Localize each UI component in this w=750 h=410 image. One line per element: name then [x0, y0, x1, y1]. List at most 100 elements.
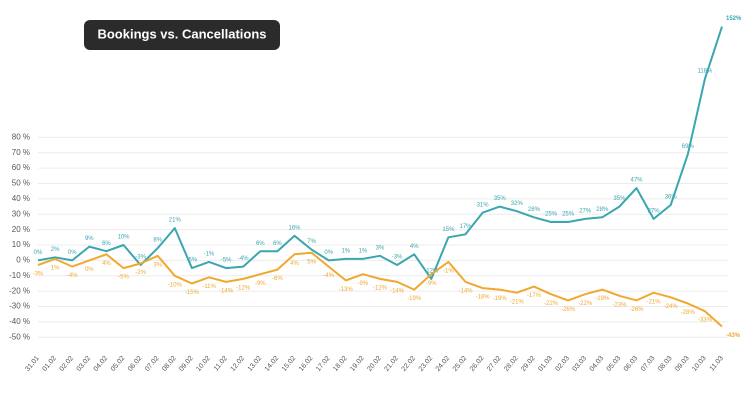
- y-tick-label: -50 %: [9, 332, 30, 341]
- data-label: -17%: [527, 293, 542, 299]
- x-tick-label: 09.03: [674, 355, 691, 373]
- data-label: 4%: [410, 244, 419, 250]
- data-label: -24%: [664, 304, 679, 310]
- data-label: -13%: [339, 287, 354, 293]
- data-label: -4%: [238, 256, 249, 262]
- data-label: 16%: [288, 225, 301, 231]
- x-tick-label: 23.02: [418, 355, 435, 373]
- x-tick-label: 27.02: [486, 355, 503, 373]
- x-tick-label: 05.02: [110, 355, 127, 373]
- x-tick-label: 08.02: [161, 355, 178, 373]
- x-tick-label: 01.02: [41, 355, 58, 373]
- x-tick-label: 01.03: [537, 355, 554, 373]
- data-label: 1%: [341, 248, 350, 254]
- data-label: -43%: [726, 333, 741, 339]
- x-tick-label: 26.02: [469, 355, 486, 373]
- x-tick-label: 22.02: [401, 355, 418, 373]
- data-label: 69%: [682, 144, 695, 150]
- data-label: -3%: [135, 255, 146, 261]
- data-label: 1%: [51, 265, 60, 271]
- x-tick-label: 11.03: [709, 355, 725, 373]
- data-label: 0%: [85, 267, 94, 273]
- data-label: 17%: [459, 224, 472, 230]
- x-tick-label: 13.02: [247, 355, 264, 373]
- y-tick-label: 30 %: [12, 209, 30, 218]
- x-tick-label: 11.02: [213, 355, 229, 373]
- data-label: -33%: [698, 318, 713, 324]
- x-tick-label: 03.03: [572, 355, 589, 373]
- data-label: -1%: [204, 252, 215, 258]
- data-label: 35%: [613, 196, 626, 202]
- x-tick-label: 14.02: [264, 355, 281, 373]
- data-label: -2%: [135, 270, 146, 276]
- data-label: -28%: [681, 310, 696, 316]
- data-label: -22%: [544, 301, 559, 307]
- data-label: 25%: [562, 212, 575, 218]
- data-label: -23%: [612, 302, 627, 308]
- x-tick-label: 04.03: [589, 355, 606, 373]
- data-label: -5%: [118, 275, 129, 281]
- y-tick-label: 60 %: [12, 163, 30, 172]
- x-tick-label: 10.02: [195, 355, 212, 373]
- y-tick-label: -20 %: [9, 286, 30, 295]
- data-label: -12%: [424, 268, 439, 274]
- data-label: -9%: [255, 281, 266, 287]
- series-line: [37, 251, 723, 328]
- data-label: -19%: [595, 296, 610, 302]
- data-label: -12%: [373, 285, 388, 291]
- data-label: 32%: [511, 201, 524, 207]
- data-label: 1%: [359, 248, 368, 254]
- data-label: 15%: [442, 227, 455, 233]
- data-label: -18%: [476, 295, 491, 301]
- x-tick-label: 24.02: [435, 355, 452, 373]
- y-tick-label: 80 %: [12, 132, 30, 141]
- x-tick-label: 09.02: [178, 355, 195, 373]
- data-label: 3%: [376, 245, 385, 251]
- data-label: -26%: [561, 307, 576, 313]
- data-label: -19%: [493, 296, 508, 302]
- y-tick-label: 70 %: [12, 148, 30, 157]
- y-tick-label: 10 %: [12, 240, 30, 249]
- x-tick-label: 07.02: [144, 355, 161, 373]
- data-label: 4%: [290, 261, 299, 267]
- y-tick-label: 40 %: [12, 194, 30, 203]
- data-label: 10%: [117, 235, 130, 241]
- x-tick-label: 15.02: [281, 355, 298, 373]
- data-label: -4%: [67, 273, 78, 279]
- data-label: 0%: [324, 250, 333, 256]
- data-label: 152%: [726, 16, 742, 22]
- data-label: -3%: [392, 255, 403, 261]
- x-tick-label: 03.02: [76, 355, 93, 373]
- data-label: -5%: [221, 258, 232, 264]
- data-label: -5%: [187, 258, 198, 264]
- x-tick-label: 19.02: [349, 355, 366, 373]
- data-label: -9%: [426, 281, 437, 287]
- data-label: 4%: [102, 261, 111, 267]
- x-tick-label: 05.03: [606, 355, 623, 373]
- x-tick-label: 02.02: [59, 355, 76, 373]
- data-label: 9%: [85, 236, 94, 242]
- data-label: -21%: [510, 299, 525, 305]
- data-label: -21%: [647, 299, 662, 305]
- y-tick-label: 20 %: [12, 225, 30, 234]
- y-tick-label: 0 %: [16, 256, 30, 265]
- data-label: 27%: [648, 208, 661, 214]
- x-tick-label: 17.02: [315, 355, 332, 373]
- x-tick-label: 08.03: [657, 355, 674, 373]
- x-tick-label: 10.03: [691, 355, 708, 373]
- data-label: -4%: [323, 273, 334, 279]
- x-tick-label: 16.02: [298, 355, 315, 373]
- x-tick-label: 20.02: [366, 355, 383, 373]
- data-label: 27%: [579, 208, 592, 214]
- data-label: -22%: [578, 301, 593, 307]
- x-tick-label: 06.02: [127, 355, 144, 373]
- data-label: -14%: [219, 289, 234, 295]
- data-label: 118%: [697, 68, 713, 74]
- data-label: -14%: [390, 289, 405, 295]
- data-label: 47%: [630, 178, 643, 184]
- y-tick-label: 50 %: [12, 179, 30, 188]
- x-tick-label: 18.02: [332, 355, 349, 373]
- y-tick-label: -40 %: [9, 317, 30, 326]
- data-label: 25%: [545, 212, 558, 218]
